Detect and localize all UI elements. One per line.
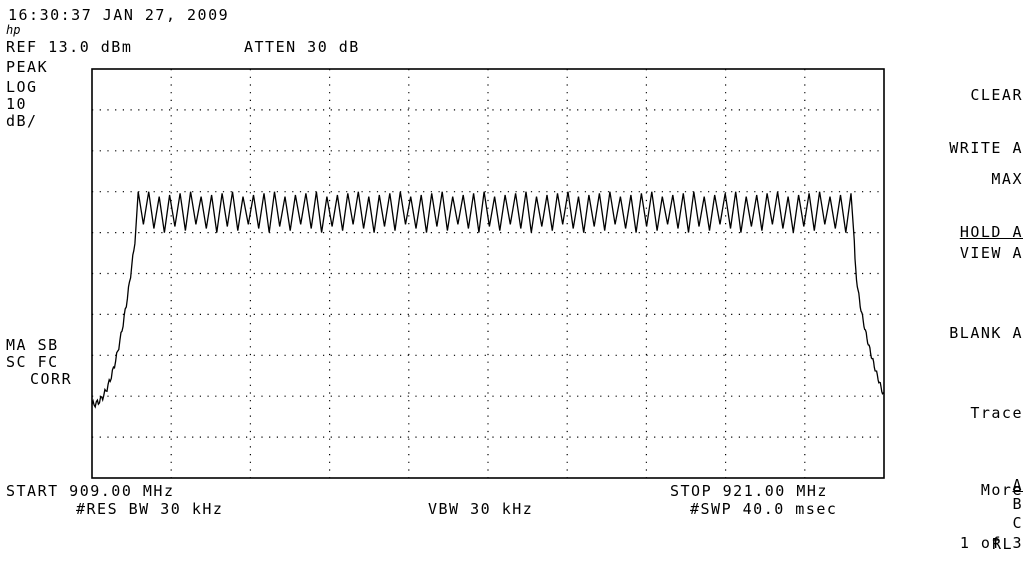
softkey-rl[interactable]: RL: [992, 497, 1013, 573]
start-frequency: START 909.00 MHz: [6, 482, 175, 500]
status-line-3: CORR: [30, 370, 73, 388]
trace-option-b: B: [1012, 495, 1023, 513]
softkey-clear-write-a[interactable]: CLEAR WRITE A: [949, 48, 1023, 177]
softkey-max-hold-line1: MAX: [991, 170, 1023, 188]
analyzer-screen: [91, 68, 885, 479]
softkey-blank-label: BLANK A: [949, 324, 1023, 342]
softkey-view-label: VIEW A: [959, 244, 1023, 262]
stop-frequency: STOP 921.00 MHz: [670, 482, 828, 500]
timestamp: 16:30:37 JAN 27, 2009: [8, 6, 230, 24]
graticule: [91, 68, 885, 479]
reference-level: REF 13.0 dBm: [6, 38, 133, 56]
softkey-clear-write-line1: CLEAR: [970, 86, 1023, 104]
scale-type: LOG: [6, 78, 38, 96]
status-line-2: SC FC: [6, 353, 59, 371]
softkey-max-hold-a[interactable]: MAX HOLD A: [960, 132, 1023, 261]
softkey-more-line1: More: [980, 481, 1023, 499]
softkey-view-a[interactable]: VIEW A: [960, 206, 1023, 282]
trace-a: [91, 191, 885, 409]
softkey-blank-a[interactable]: BLANK A: [949, 286, 1023, 362]
hp-logo: hp: [6, 23, 21, 37]
softkey-trace-line1: Trace: [970, 404, 1023, 422]
softkey-clear-write-line2: WRITE A: [949, 139, 1023, 157]
scale-value: 10: [6, 95, 28, 113]
softkey-max-hold-line2: HOLD A: [959, 223, 1023, 241]
softkey-rl-label: RL: [991, 535, 1013, 553]
sweep-time: #SWP 40.0 msec: [690, 500, 838, 518]
scale-unit: dB/: [6, 112, 38, 130]
video-bandwidth: VBW 30 kHz: [428, 500, 534, 518]
resolution-bandwidth: #RES BW 30 kHz: [76, 500, 224, 518]
status-line-1: MA SB: [6, 336, 59, 354]
attenuation: ATTEN 30 dB: [244, 38, 360, 56]
detector-mode: PEAK: [6, 58, 49, 76]
trace-option-a: A: [1012, 476, 1023, 494]
